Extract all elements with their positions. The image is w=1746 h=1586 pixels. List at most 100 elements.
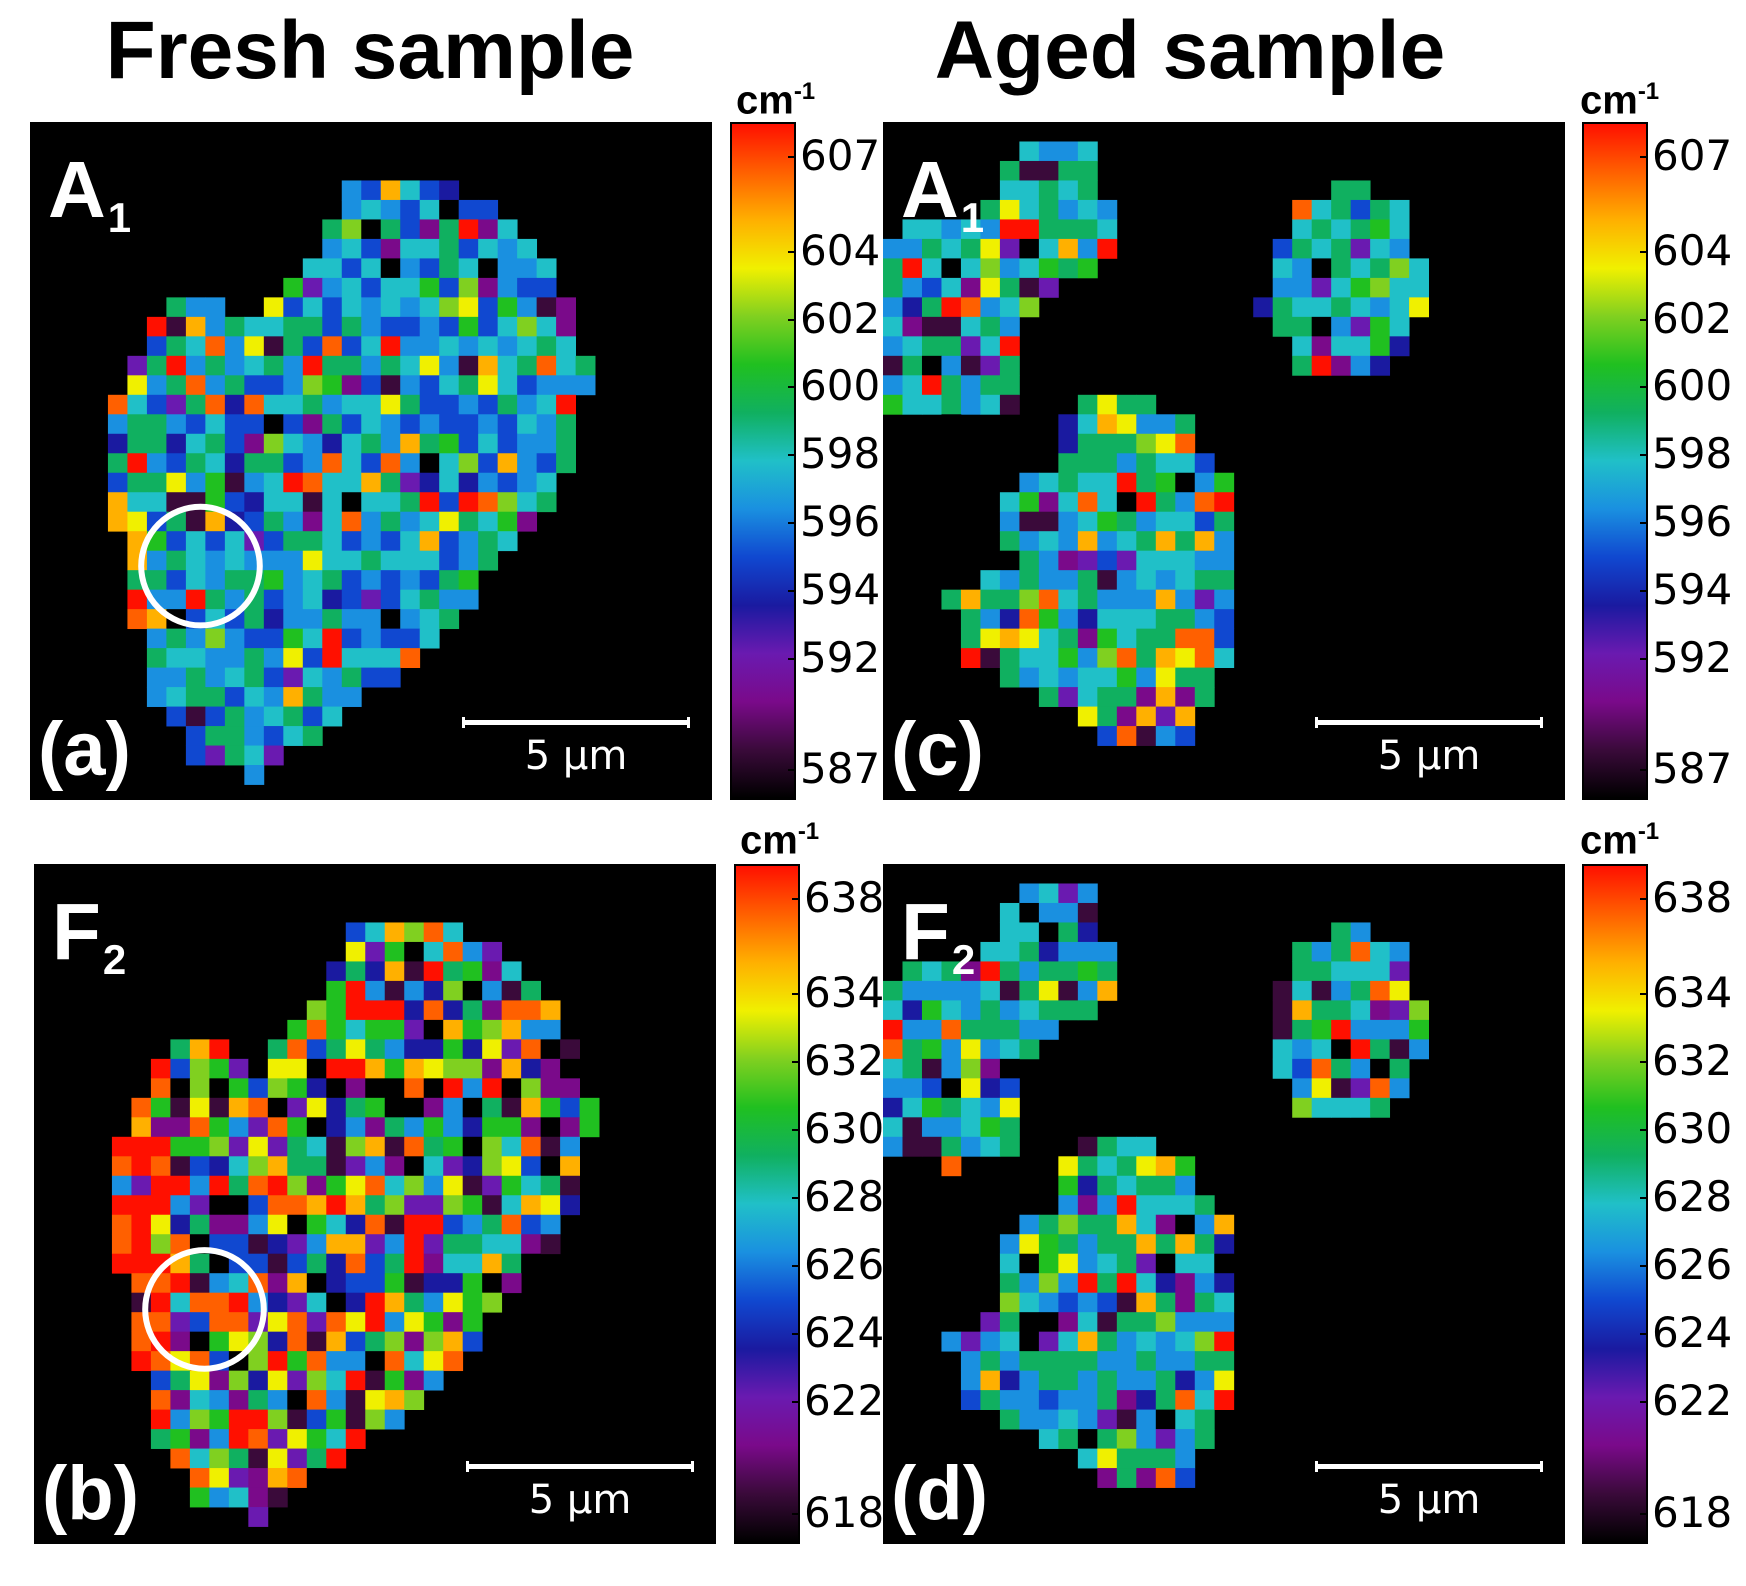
heatmap-cell <box>302 628 323 649</box>
heatmap-cell <box>439 375 460 396</box>
colorbar-tick-b-632: 632 <box>804 1036 885 1086</box>
heatmap-cell <box>166 648 187 668</box>
heatmap-cell <box>478 258 499 279</box>
heatmap-cell <box>302 394 323 415</box>
heatmap-cell <box>287 1273 308 1294</box>
heatmap-cell <box>921 355 942 376</box>
heatmap-cell <box>166 706 187 727</box>
heatmap-cell <box>1019 550 1040 571</box>
heatmap-cell <box>501 1117 522 1138</box>
heatmap-cell <box>999 1253 1020 1274</box>
colorbar-tick-c-598: 598 <box>1652 429 1733 479</box>
heatmap-cell <box>166 433 187 454</box>
heatmap-cell <box>365 1390 386 1410</box>
heatmap-cell <box>960 219 981 240</box>
heatmap-cell <box>185 648 206 668</box>
colorbar-tickmark-c <box>1640 589 1648 592</box>
heatmap-cell <box>1155 1448 1176 1469</box>
heatmap-cell <box>127 433 148 454</box>
heatmap-cell <box>127 492 148 513</box>
heatmap-cell <box>228 1468 249 1488</box>
heatmap-cell <box>1019 609 1040 630</box>
colorbar-tickmark-b <box>792 1197 800 1200</box>
heatmap-cell <box>107 433 128 454</box>
heatmap-cell <box>380 355 401 376</box>
heatmap-cell <box>1331 1058 1352 1079</box>
heatmap-cell <box>326 1312 347 1333</box>
heatmap-cell <box>263 589 284 610</box>
heatmap-cell <box>400 433 421 454</box>
heatmap-cell <box>248 1448 269 1469</box>
heatmap-cell <box>380 453 401 474</box>
heatmap-cell <box>131 1097 152 1118</box>
heatmap-cell <box>1175 511 1196 532</box>
heatmap-cell <box>980 1312 1001 1333</box>
heatmap-cell <box>1038 883 1059 904</box>
heatmap-cell <box>980 1331 1001 1352</box>
heatmap-cell <box>1194 1351 1215 1372</box>
heatmap-cell <box>1350 980 1371 1001</box>
heatmap-cell <box>497 472 518 493</box>
colorbar-tickmark-a <box>788 318 796 321</box>
heatmap-cell <box>1311 219 1332 240</box>
heatmap-cell <box>1077 1136 1098 1157</box>
heatmap-cell <box>267 1253 288 1274</box>
heatmap-cell <box>263 394 284 415</box>
heatmap-cell <box>361 472 382 493</box>
colorbar-tick-a-600: 600 <box>800 361 881 411</box>
heatmap-cell <box>1077 1351 1098 1372</box>
heatmap-cell <box>244 648 265 668</box>
heatmap-cell <box>1058 609 1079 630</box>
colorbar-tick-c-587: 587 <box>1652 744 1733 794</box>
heatmap-cell <box>228 1292 249 1313</box>
heatmap-cell <box>458 570 479 591</box>
heatmap-cell <box>341 277 362 298</box>
heatmap-cell <box>517 414 538 435</box>
heatmap-cell <box>536 492 557 513</box>
heatmap-cell <box>146 687 167 707</box>
heatmap-cell <box>419 375 440 396</box>
heatmap-cell <box>170 1039 191 1060</box>
heatmap-cell <box>400 355 421 376</box>
heatmap-cell <box>326 1370 347 1391</box>
heatmap-cell <box>1292 1039 1313 1060</box>
heatmap-cell <box>1194 550 1215 571</box>
heatmap-cell <box>1019 1253 1040 1274</box>
heatmap-cell <box>1331 1078 1352 1099</box>
heatmap-cell <box>306 1214 327 1235</box>
heatmap-cell <box>419 297 440 318</box>
heatmap-cell <box>1331 1097 1352 1118</box>
heatmap-cell <box>1038 1214 1059 1235</box>
heatmap-cell <box>131 1136 152 1157</box>
heatmap-cell <box>1038 628 1059 649</box>
heatmap-cell <box>521 1000 542 1021</box>
heatmap-cell <box>999 355 1020 376</box>
heatmap-cell <box>1058 941 1079 962</box>
heatmap-cell <box>1214 628 1235 649</box>
heatmap-cell <box>302 258 323 279</box>
colorbar-tick-c-602: 602 <box>1652 293 1733 343</box>
colorbar-d <box>1582 864 1648 1544</box>
heatmap-cell <box>1194 1195 1215 1216</box>
heatmap-cell <box>1155 1390 1176 1410</box>
heatmap-cell <box>380 433 401 454</box>
heatmap-cell <box>131 1175 152 1196</box>
heatmap-cell <box>1136 1390 1157 1410</box>
heatmap-cell <box>341 180 362 201</box>
heatmap-cell <box>478 199 499 220</box>
heatmap-cell <box>439 219 460 240</box>
heatmap-cell <box>960 628 981 649</box>
heatmap-cell <box>540 1214 561 1235</box>
heatmap-cell <box>902 297 923 318</box>
heatmap-cell <box>248 1507 269 1527</box>
heatmap-cell <box>283 609 304 630</box>
heatmap-cell <box>1136 667 1157 688</box>
heatmap-cell <box>263 472 284 493</box>
heatmap-cell <box>1155 609 1176 630</box>
heatmap-cell <box>921 1039 942 1060</box>
heatmap-cell <box>1292 355 1313 376</box>
heatmap-cell <box>999 1292 1020 1313</box>
heatmap-cell <box>345 1253 366 1274</box>
heatmap-cell <box>999 219 1020 240</box>
heatmap-cell <box>980 238 1001 259</box>
